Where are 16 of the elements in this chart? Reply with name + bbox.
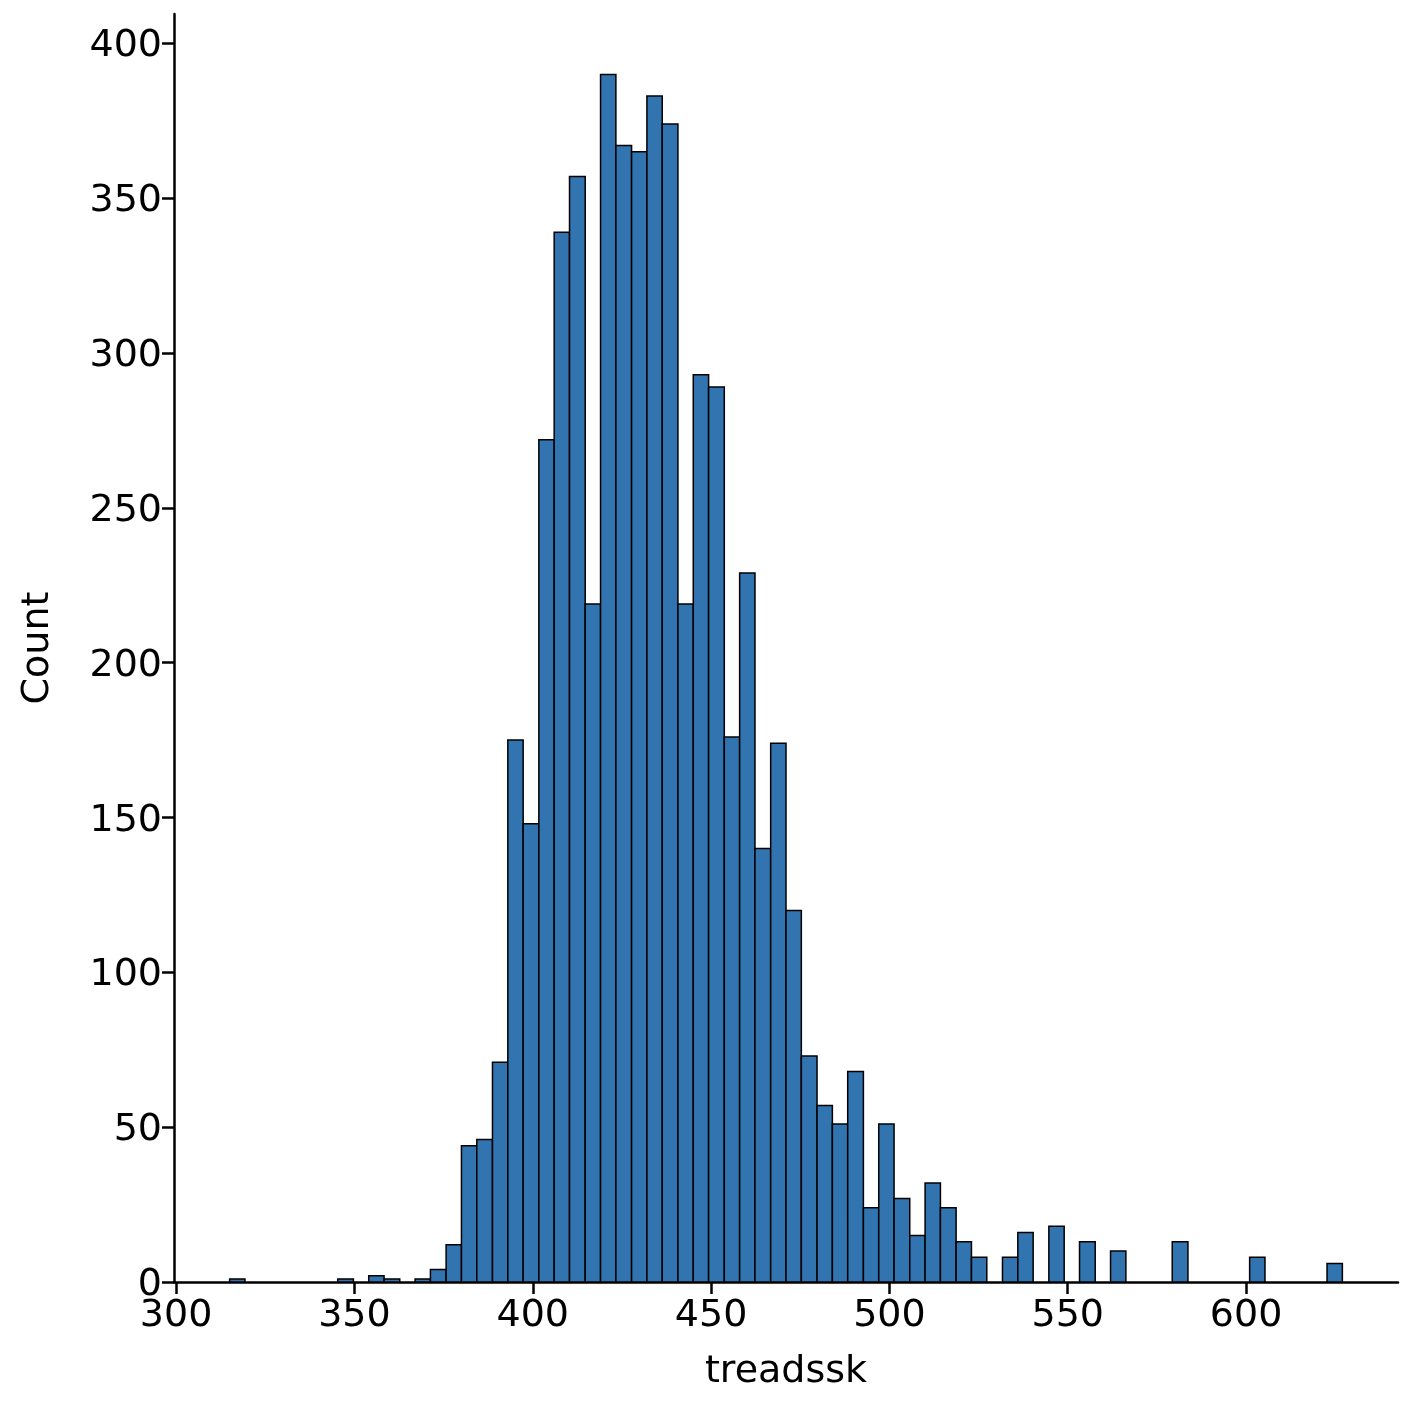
x-tick-label: 400 [496, 1291, 570, 1335]
y-tick-label: 300 [89, 331, 162, 376]
y-tick-label: 250 [89, 485, 162, 530]
x-axis-title: treadssk [704, 1347, 868, 1391]
y-tick-label: 150 [89, 795, 162, 840]
x-tick-label: 450 [674, 1291, 748, 1335]
y-tick-label: 50 [113, 1105, 162, 1150]
y-tick-label: 100 [89, 950, 162, 995]
x-tick-label: 350 [318, 1291, 391, 1335]
y-tick-label: 400 [89, 21, 162, 66]
x-tick-label: 500 [853, 1291, 926, 1335]
y-axis-title: Count [13, 591, 57, 705]
y-tick-label: 200 [89, 640, 162, 685]
y-tick-label: 350 [89, 176, 162, 221]
x-tick-label: 600 [1209, 1291, 1283, 1335]
x-tick-label: 550 [1031, 1291, 1105, 1335]
